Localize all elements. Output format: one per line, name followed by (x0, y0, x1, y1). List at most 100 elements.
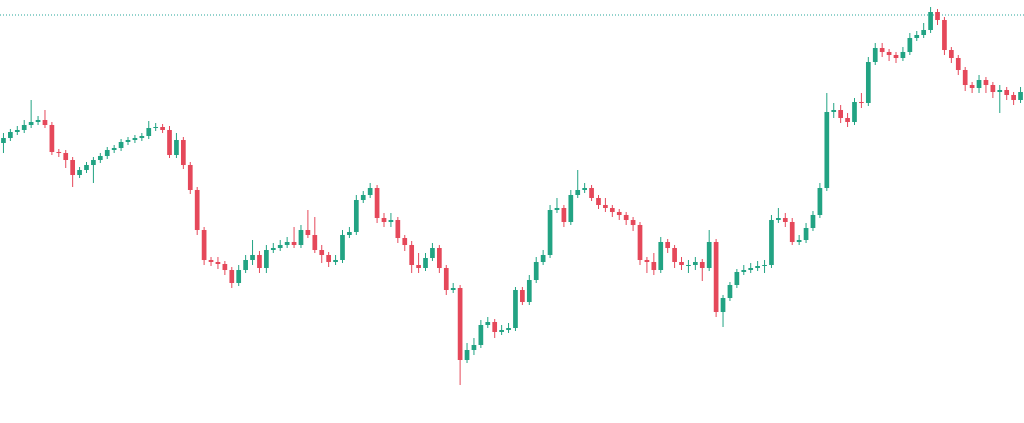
candle-body (762, 265, 767, 266)
candle-body (976, 80, 982, 88)
candle-body (243, 260, 248, 270)
candle-body (84, 165, 89, 170)
candle-body (347, 232, 352, 235)
candle-body (637, 225, 643, 260)
candle-body (921, 30, 927, 35)
candle-body (914, 35, 920, 38)
candle-body (333, 260, 338, 262)
candle-body (706, 242, 712, 268)
candle-body (582, 188, 588, 190)
candle-body (201, 230, 207, 260)
candle-body (658, 242, 664, 270)
candle-body (298, 230, 304, 245)
candle-body (423, 258, 428, 268)
candle-body (450, 288, 456, 290)
candle-body (727, 285, 733, 298)
candle-body (478, 325, 484, 345)
candle-body (900, 52, 906, 58)
candle-body (97, 156, 103, 160)
candle-body (616, 212, 622, 215)
candle-body (644, 260, 650, 262)
candle-body (416, 265, 421, 268)
candle-body (554, 208, 560, 210)
candle-body (180, 140, 186, 165)
candle-body (395, 220, 401, 238)
candle-body (1018, 92, 1023, 100)
candle-body (796, 240, 802, 242)
candle-body (409, 245, 415, 265)
candle-body (789, 222, 795, 242)
candle-body (319, 250, 325, 255)
candle-body (77, 170, 82, 175)
candle-body (520, 290, 525, 302)
candle-body (969, 85, 975, 88)
candle-body (575, 190, 581, 195)
candle-body (506, 328, 511, 330)
candle-body (547, 210, 553, 255)
candle-body (118, 142, 124, 148)
candle-body (194, 190, 200, 230)
candle-body (769, 220, 774, 265)
candle-body (174, 140, 179, 155)
candle-body (443, 268, 449, 290)
candle-body (222, 264, 228, 270)
candle-body (167, 130, 172, 155)
candle-body (485, 322, 491, 325)
candle-body (353, 200, 359, 232)
candle-body (42, 120, 48, 125)
candle-body (340, 235, 345, 260)
candle-body (672, 248, 677, 262)
candle-body (229, 270, 235, 283)
candle-body (872, 48, 878, 62)
candle-body (776, 218, 781, 220)
candle-body (734, 272, 740, 285)
candle-body (928, 12, 933, 30)
candle-body (935, 12, 940, 20)
candle-body (679, 262, 684, 265)
candle-body (236, 270, 242, 283)
candle-body (139, 136, 145, 138)
candle-body (49, 125, 55, 152)
candle-body (215, 262, 221, 264)
candle-body (713, 242, 719, 312)
candle-body (35, 120, 41, 122)
candle-body (893, 55, 899, 58)
candle-body (360, 195, 366, 200)
candle-body (402, 238, 408, 245)
candle-body (755, 266, 760, 268)
candle-body (471, 345, 477, 350)
candle-body (741, 270, 747, 272)
candle-body (305, 230, 311, 235)
candle-body (845, 118, 850, 122)
candle-body (803, 228, 809, 240)
candle-body (886, 52, 892, 55)
candle-body (111, 148, 117, 150)
candle-body (312, 235, 318, 250)
candle-body (14, 130, 20, 132)
candle-body (720, 298, 726, 312)
candle-body (596, 198, 601, 205)
candle-body (526, 280, 532, 302)
candle-body (56, 152, 62, 153)
candle-body (540, 255, 546, 262)
candle-body (160, 127, 165, 130)
candle-body (651, 262, 657, 270)
candle-body (125, 140, 131, 142)
candle-body (838, 110, 844, 118)
candle-body (492, 322, 498, 332)
candle-body (561, 208, 567, 222)
candle-body (623, 215, 629, 220)
candle-body (1, 138, 6, 143)
candle-body (326, 255, 332, 262)
candle-body (250, 255, 255, 260)
candle-body (665, 242, 671, 248)
candle-body (381, 218, 387, 222)
candle-body (692, 262, 698, 265)
candle-body (810, 215, 816, 228)
candle-body (859, 102, 864, 103)
candle-body (8, 132, 13, 138)
candle-body (208, 260, 214, 262)
candle-body (609, 208, 615, 212)
candle-body (782, 218, 788, 222)
